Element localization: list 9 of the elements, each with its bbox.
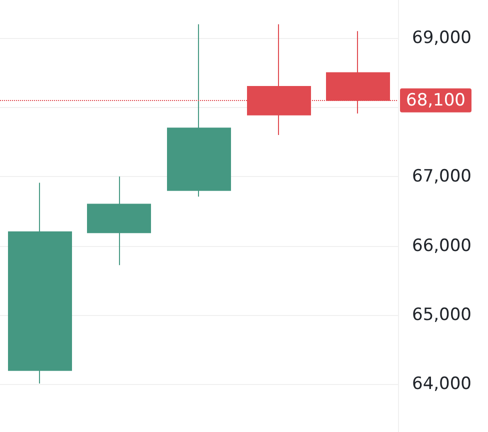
ref-line-label: 68,100 [406,90,466,110]
y-tick-label: 66,000 [412,236,472,256]
y-tick-label: 67,000 [412,166,472,187]
y-tick-label: 65,000 [412,305,472,325]
y-tick-label: 69,000 [412,28,472,48]
candlestick [87,176,151,266]
candlestick [8,182,72,384]
candlestick [167,24,231,198]
y-tick-label: 64,000 [412,374,472,394]
